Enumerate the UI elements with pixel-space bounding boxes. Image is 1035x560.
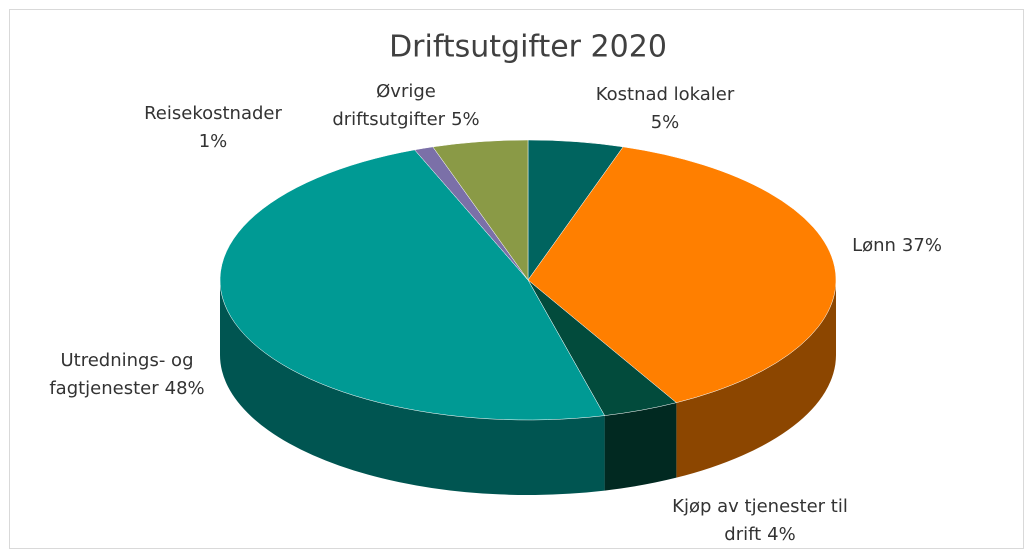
- pie-slice-side: [676, 280, 836, 478]
- data-label: Øvrige driftsutgifter 5%: [311, 78, 501, 134]
- data-label: Utrednings- og fagtjenester 48%: [37, 347, 217, 403]
- pie-slice-side: [220, 280, 605, 495]
- pie-sides: [220, 280, 836, 495]
- data-label: Kostnad lokaler 5%: [596, 81, 735, 137]
- label-value: 5%: [650, 112, 680, 133]
- pie-slice: [432, 139, 529, 281]
- data-label: Kjøp av tjenester til drift 4%: [665, 493, 855, 549]
- data-label: Lønn 37%: [852, 232, 942, 260]
- pie-slice: [219, 149, 605, 421]
- chart-title: Driftsutgifter 2020: [389, 30, 667, 65]
- label-category: Kjøp av tjenester til drift: [672, 496, 848, 545]
- label-value: 5%: [451, 109, 480, 130]
- label-category: Reisekostnader: [144, 103, 282, 124]
- label-value: 4%: [767, 524, 796, 545]
- label-category: Øvrige driftsutgifter: [332, 81, 446, 130]
- label-category: Utrednings- og fagtjenester: [49, 350, 194, 399]
- pie-tops: [219, 139, 837, 421]
- pie-slice: [527, 146, 837, 403]
- label-value: 37%: [901, 235, 942, 256]
- chart-frame: [9, 9, 1024, 549]
- label-value: 48%: [164, 378, 205, 399]
- pie-slice-side: [604, 402, 677, 491]
- label-category: Kostnad lokaler: [595, 84, 735, 105]
- label-category: Lønn: [852, 235, 896, 256]
- label-value: 1%: [198, 131, 228, 152]
- data-label: Reisekostnader 1%: [144, 100, 282, 156]
